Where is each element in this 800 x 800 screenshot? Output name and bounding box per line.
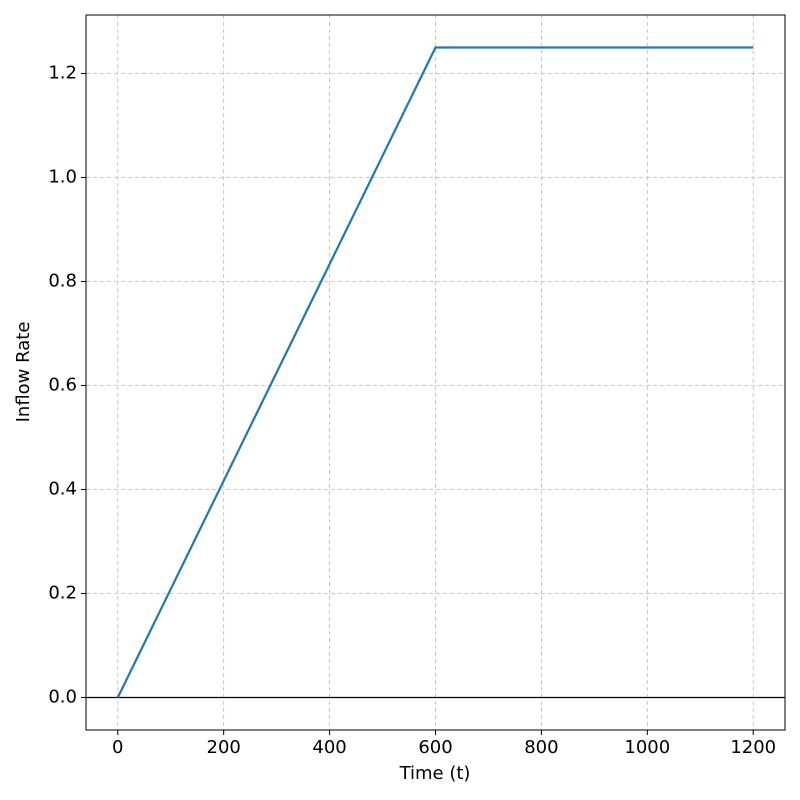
x-tick-label: 800 <box>524 737 558 758</box>
y-axis-label: Inflow Rate <box>13 322 34 423</box>
x-tick-label: 0 <box>112 737 123 758</box>
y-tick-label: 0.0 <box>48 687 77 708</box>
x-tick-label: 1200 <box>730 737 776 758</box>
y-tick-label: 0.4 <box>48 479 77 500</box>
data-line <box>116 46 754 698</box>
y-tick-label: 0.6 <box>48 375 77 396</box>
y-tick-label: 0.2 <box>48 583 77 604</box>
x-tick-label: 600 <box>418 737 452 758</box>
y-tick-label: 1.0 <box>48 167 77 188</box>
plot-frame <box>85 14 786 731</box>
x-tick-label: 1000 <box>624 737 670 758</box>
x-tick-label: 200 <box>207 737 241 758</box>
y-tick-label: 0.8 <box>48 271 77 292</box>
x-tick-label: 400 <box>312 737 346 758</box>
x-axis-label: Time (t) <box>399 763 471 784</box>
y-tick-label: 1.2 <box>48 63 77 84</box>
